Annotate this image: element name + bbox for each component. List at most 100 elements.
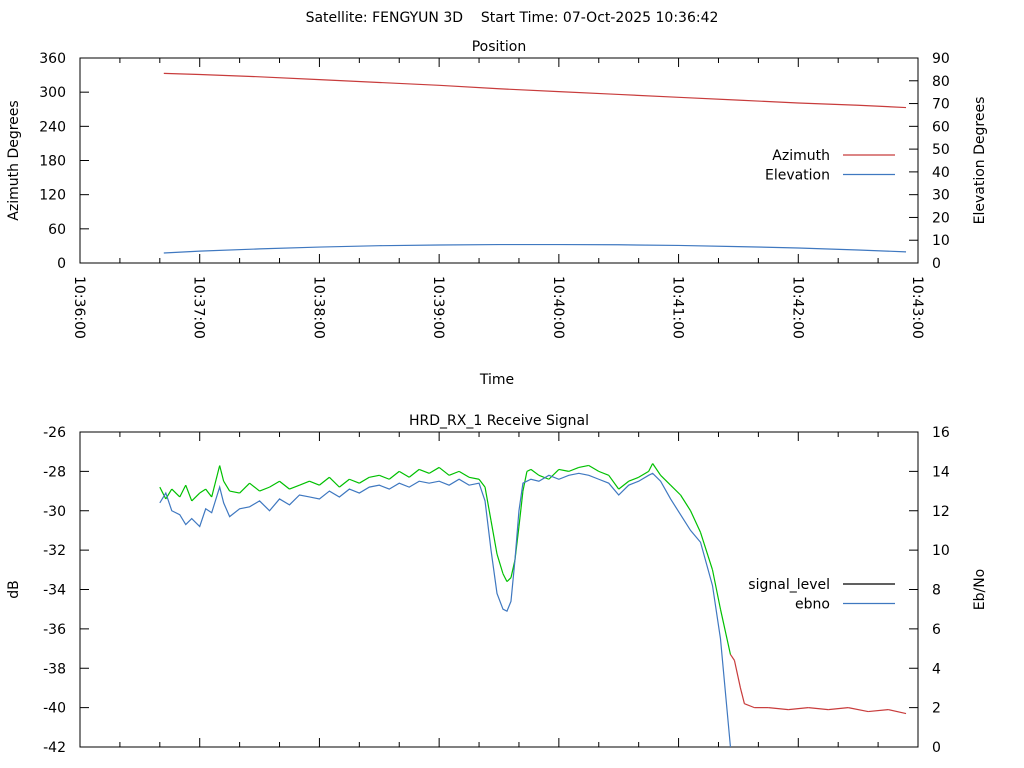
series-segment-signal_level	[398, 470, 410, 478]
series-segment-signal_level	[171, 488, 181, 498]
x-tick-label: 10:43:00	[909, 276, 925, 339]
series-segment-signal_level	[652, 463, 662, 476]
series-segment-signal_level	[191, 492, 201, 502]
series-segment-signal_level	[530, 468, 540, 476]
series-segment-signal_level	[458, 470, 470, 478]
series-segment-signal_level	[506, 577, 512, 583]
series-segment-signal_level	[648, 463, 654, 472]
series-segment-signal_level	[628, 476, 639, 482]
series-segment-signal_level	[468, 476, 480, 480]
y-tick-label: 360	[39, 51, 66, 67]
series-segment-signal_level	[388, 470, 400, 480]
series-segment-signal_level	[548, 468, 560, 480]
y-tick-label: 0	[57, 256, 66, 272]
series-segment-signal_level	[229, 490, 240, 494]
legend-label-Azimuth: Azimuth	[772, 148, 830, 164]
y2-tick-label: 6	[932, 622, 941, 638]
y2-tick-label: 60	[932, 119, 950, 135]
x-tick-label: 10:36:00	[71, 276, 87, 339]
series-segment-signal_level	[689, 510, 702, 533]
x-tick-label: 10:37:00	[191, 276, 207, 339]
series-segment-signal_level	[269, 480, 280, 488]
series-segment-signal_level	[185, 484, 193, 502]
x-axis-label: Time	[479, 372, 514, 388]
series-segment-signal_level	[719, 609, 732, 655]
series-segment-signal_level	[309, 480, 320, 486]
y-tick-label: -30	[43, 504, 66, 520]
y-tick-label: -40	[43, 701, 66, 717]
series-segment-signal_level	[219, 465, 225, 482]
series-line-ebno	[159, 472, 732, 748]
legend-label-Elevation: Elevation	[765, 168, 830, 184]
series-segment-signal_level	[598, 470, 609, 476]
series-segment-signal_level	[379, 474, 390, 480]
series-segment-signal_level	[848, 707, 869, 713]
series-segment-signal_level	[588, 464, 600, 472]
y-axis-label: Azimuth Degrees	[6, 100, 22, 220]
y-tick-label: -28	[43, 464, 66, 480]
y2-tick-label: 70	[932, 97, 950, 113]
series-segment-signal_level	[729, 654, 735, 661]
y-tick-label: -42	[43, 740, 66, 756]
y-tick-label: -26	[43, 425, 66, 441]
plot-title: HRD_RX_1 Receive Signal	[409, 413, 589, 429]
series-segment-signal_level	[522, 471, 528, 492]
y-tick-label: 300	[39, 85, 66, 101]
plot-title: Position	[472, 39, 527, 55]
series-segment-signal_level	[199, 488, 207, 494]
series-segment-signal_level	[808, 707, 829, 711]
y2-tick-label: 40	[932, 165, 950, 181]
y2-tick-label: 20	[932, 210, 950, 226]
y2-tick-label: 2	[932, 701, 941, 717]
series-line-Azimuth	[163, 72, 907, 109]
series-segment-signal_level	[223, 480, 231, 492]
series-segment-signal_level	[680, 494, 692, 512]
series-segment-signal_level	[558, 468, 569, 472]
series-segment-signal_level	[490, 520, 498, 555]
y-axis-label: dB	[6, 580, 22, 599]
series-segment-signal_level	[299, 480, 310, 486]
y-tick-label: 240	[39, 119, 66, 135]
series-segment-signal_level	[733, 660, 742, 689]
series-segment-signal_level	[339, 478, 350, 488]
position-plot: Position 10:36:00 10:37:00 10:38:00 10:39:00…	[6, 39, 988, 388]
series-segment-signal_level	[259, 486, 270, 492]
series-segment-signal_level	[887, 709, 907, 715]
y-tick-label: 180	[39, 154, 66, 170]
series-segment-signal_level	[249, 482, 260, 492]
series-segment-signal_level	[369, 474, 380, 478]
series-segment-signal_level	[239, 482, 251, 494]
series-segment-signal_level	[699, 532, 714, 570]
series-segment-signal_level	[328, 476, 340, 488]
series-segment-signal_level	[418, 468, 430, 474]
series-segment-signal_level	[502, 573, 508, 582]
series-segment-signal_level	[428, 466, 440, 474]
series-segment-signal_level	[788, 707, 809, 711]
y2-tick-label: 90	[932, 51, 950, 67]
x-tick-label: 10:39:00	[430, 276, 446, 339]
y2-tick-label: 14	[932, 464, 950, 480]
y2-tick-label: 10	[932, 543, 950, 559]
series-segment-signal_level	[408, 468, 420, 478]
y-tick-label: -32	[43, 543, 66, 559]
y2-axis-label: Eb/No	[972, 569, 988, 611]
x-tick-label: 10:41:00	[670, 276, 686, 339]
series-segment-signal_level	[660, 474, 672, 486]
series-segment-signal_level	[179, 484, 187, 498]
series-segment-signal_level	[739, 687, 745, 704]
series-segment-signal_level	[711, 569, 722, 610]
series-segment-signal_level	[618, 480, 630, 490]
series-segment-signal_level	[538, 474, 550, 480]
series-segment-signal_level	[828, 707, 849, 711]
y-tick-label: 60	[48, 222, 66, 238]
series-segment-signal_level	[448, 470, 460, 476]
series-segment-signal_level	[578, 464, 589, 469]
series-segment-signal_level	[638, 470, 649, 478]
y2-tick-label: 0	[932, 740, 941, 756]
x-tick-label: 10:42:00	[789, 276, 805, 339]
y-tick-label: -34	[43, 583, 66, 599]
y2-tick-label: 30	[932, 188, 950, 204]
series-segment-signal_level	[279, 480, 290, 490]
signal-plot: HRD_RX_1 Receive Signal -42 -40 -38 -36 -34 -3…	[6, 413, 988, 756]
